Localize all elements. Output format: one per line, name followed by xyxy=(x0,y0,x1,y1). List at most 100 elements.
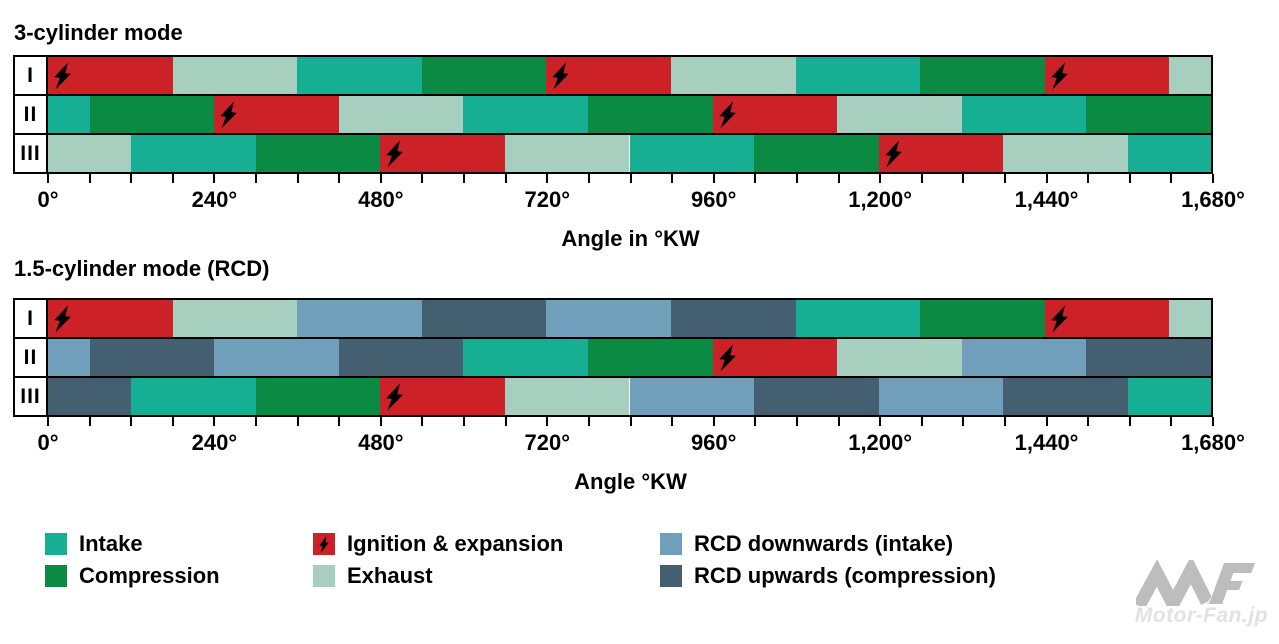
compression-segment xyxy=(89,96,215,133)
ignition-segment xyxy=(380,378,505,415)
axis-tick xyxy=(255,174,258,183)
axis-tick xyxy=(629,174,632,183)
intake-segment xyxy=(795,57,921,94)
axis-tick xyxy=(88,174,91,183)
axis-title: Angle in °KW xyxy=(561,226,700,251)
ignition-segment xyxy=(712,96,838,133)
legend-column-2: Ignition & expansion Exhaust xyxy=(313,533,563,597)
ignition-bolt-icon xyxy=(54,304,71,332)
axis-tick-label: 480° xyxy=(358,187,404,212)
legend-item-compression: Compression xyxy=(45,565,220,587)
intake-segment xyxy=(131,135,256,172)
cylinder-timeline xyxy=(46,298,1213,339)
motor-fan-logo-icon xyxy=(1136,560,1255,606)
axis-tick xyxy=(837,417,840,426)
axis-tick xyxy=(712,174,715,183)
axis-ticks xyxy=(47,417,1214,427)
legend-label: Ignition & expansion xyxy=(347,531,564,556)
axis-tick xyxy=(463,174,466,183)
rcd-mode-title: 1.5-cylinder mode (RCD) xyxy=(14,256,270,281)
ignition-bolt-icon xyxy=(718,100,736,128)
intake-segment xyxy=(795,300,921,337)
axis-tick xyxy=(296,174,299,183)
axis-tick-label: 480° xyxy=(358,430,404,455)
rcd_up-segment xyxy=(421,300,547,337)
exhaust-segment xyxy=(48,135,132,172)
exhaust-segment xyxy=(837,96,962,133)
rcd_down-segment xyxy=(961,339,1087,376)
axis-tick xyxy=(338,417,341,426)
ignition-segment xyxy=(546,57,672,94)
ignition-segment xyxy=(712,339,838,376)
ignition-bolt-icon xyxy=(885,139,902,167)
axis-tick xyxy=(47,174,49,183)
rcd_down-segment xyxy=(629,378,755,415)
axis-tick xyxy=(962,417,965,426)
cylinder-label: III xyxy=(13,376,48,417)
compression-segment xyxy=(920,57,1045,94)
axis-tick xyxy=(587,417,590,426)
axis-tick-label: 0° xyxy=(37,187,59,212)
compression-segment xyxy=(255,135,381,172)
three-cylinder-chart: I II III 0° 240° 480° 720° 960° 1,200° 1,440° 1,6… xyxy=(13,55,1245,285)
cylinder-label: I xyxy=(13,55,48,96)
axis-tick-label: 1,200° xyxy=(848,430,913,455)
axis-tick xyxy=(837,174,840,183)
axis-tick-label: 240° xyxy=(191,187,238,212)
legend-item-exhaust: Exhaust xyxy=(313,565,563,587)
legend-column-3: RCD downwards (intake) RCD upwards (compr… xyxy=(660,533,996,597)
ignition-bolt-icon xyxy=(1051,304,1068,332)
axis-tick xyxy=(504,417,507,426)
axis-tick-label: 1,680° xyxy=(1181,430,1245,455)
axis-tick-label: 720° xyxy=(524,430,571,455)
axis-tick xyxy=(130,174,133,183)
ignition-bolt-icon xyxy=(220,100,237,128)
intake-segment xyxy=(961,96,1087,133)
legend-label: Compression xyxy=(79,563,220,588)
cylinder-row: I xyxy=(13,298,1213,339)
axis-tick xyxy=(629,417,632,426)
axis-tick xyxy=(1128,174,1131,183)
rcd_down-swatch xyxy=(660,533,682,555)
rcd_up-segment xyxy=(671,300,796,337)
ignition-bolt-icon xyxy=(718,343,736,371)
axis-tick xyxy=(379,174,382,183)
cylinder-timeline xyxy=(46,94,1213,135)
axis-tick xyxy=(671,417,674,426)
ignition-segment xyxy=(878,135,1004,172)
compression-segment xyxy=(421,57,547,94)
axis-tick-label: 1,440° xyxy=(1014,187,1079,212)
axis-tick xyxy=(920,174,923,183)
axis-tick-label: 960° xyxy=(690,430,737,455)
compression-segment xyxy=(255,378,381,415)
axis-tick xyxy=(1087,417,1090,426)
intake-segment xyxy=(131,378,256,415)
ignition-segment xyxy=(1044,300,1170,337)
axis-tick xyxy=(213,417,216,426)
intake-segment xyxy=(463,339,588,376)
axis-ticks xyxy=(47,174,1214,184)
axis-tick xyxy=(1212,417,1214,426)
legend-label: RCD downwards (intake) xyxy=(694,531,954,556)
legend-item-rcd_down: RCD downwards (intake) xyxy=(660,533,996,555)
axis-tick xyxy=(962,174,965,183)
exhaust-segment xyxy=(1003,135,1128,172)
cylinder-label: III xyxy=(13,133,48,174)
rcd_up-segment xyxy=(1086,339,1211,376)
legend-item-ignition: Ignition & expansion xyxy=(313,533,563,555)
legend: Intake Compression Ignition & expansion Ex… xyxy=(0,533,1279,623)
axis-tick xyxy=(255,417,258,426)
axis-tick xyxy=(171,417,174,426)
rcd_up-segment xyxy=(89,339,215,376)
axis-tick xyxy=(379,417,382,426)
axis-tick xyxy=(546,174,549,183)
rcd-axis: 0° 240° 480° 720° 960° 1,200° 1,440° 1,680° Ang… xyxy=(37,417,1245,527)
legend-item-intake: Intake xyxy=(45,533,220,555)
ignition-swatch xyxy=(313,533,335,555)
ignition-bolt-icon xyxy=(386,382,404,410)
exhaust-segment xyxy=(172,300,298,337)
legend-column-1: Intake Compression xyxy=(45,533,220,597)
ignition-segment xyxy=(214,96,339,133)
axis-tick xyxy=(130,417,133,426)
axis-tick xyxy=(463,417,466,426)
